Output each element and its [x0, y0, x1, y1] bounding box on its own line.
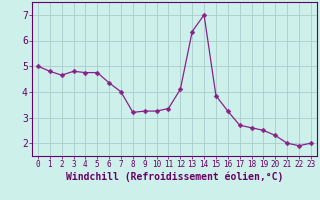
X-axis label: Windchill (Refroidissement éolien,°C): Windchill (Refroidissement éolien,°C) — [66, 172, 283, 182]
